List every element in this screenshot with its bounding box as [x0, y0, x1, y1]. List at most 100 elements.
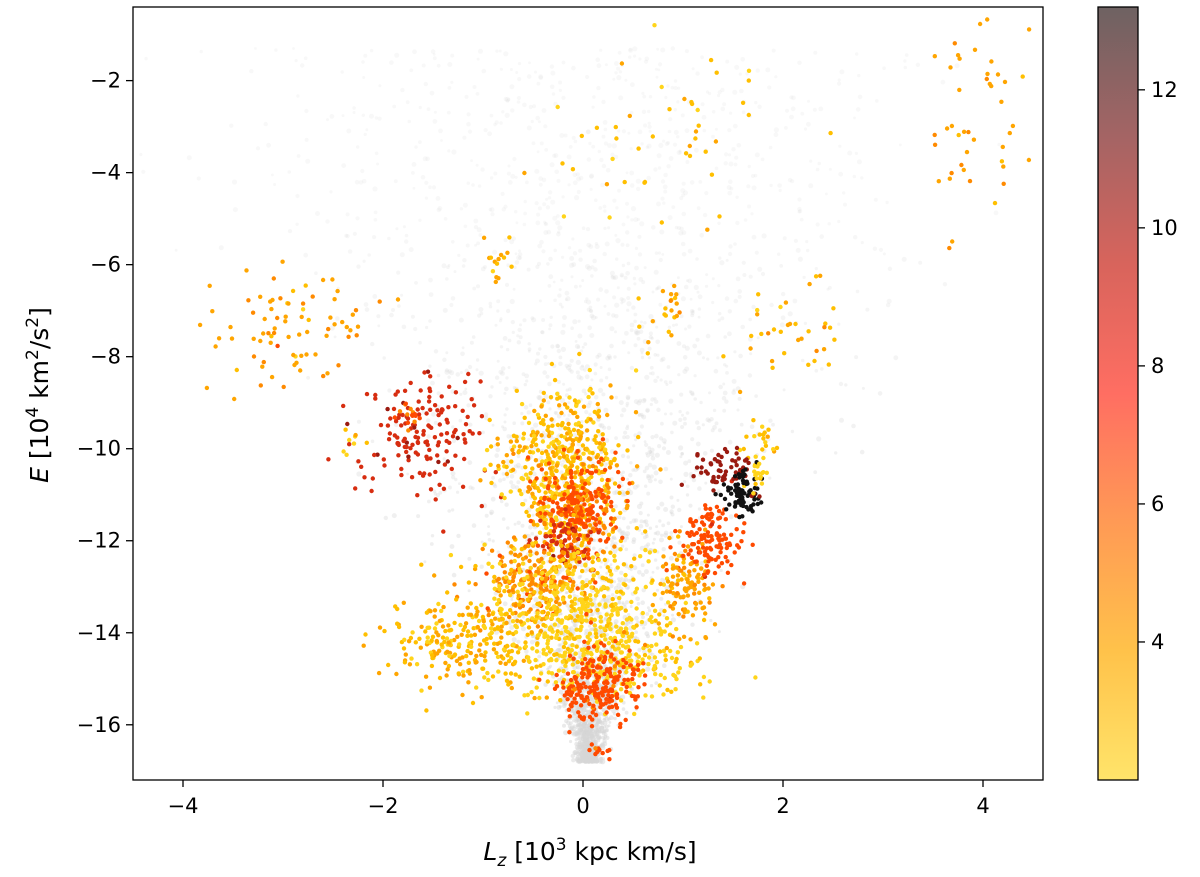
scatter-point — [560, 423, 564, 427]
background-point — [634, 313, 638, 317]
background-point — [232, 179, 237, 184]
scatter-point — [556, 105, 560, 109]
scatter-point — [490, 565, 494, 569]
background-point — [484, 128, 488, 132]
scatter-point — [572, 534, 576, 538]
background-point — [325, 219, 329, 223]
scatter-point — [661, 289, 665, 293]
scatter-point — [426, 423, 430, 427]
scatter-point — [480, 504, 484, 508]
background-point — [585, 374, 590, 379]
background-point — [646, 474, 650, 478]
scatter-point — [615, 463, 619, 467]
background-point — [442, 358, 446, 362]
background-point — [377, 324, 380, 327]
background-point — [630, 323, 635, 328]
background-point — [639, 221, 644, 226]
scatter-point — [589, 537, 593, 541]
background-point — [742, 273, 746, 277]
background-point — [518, 62, 521, 65]
background-point — [818, 107, 823, 112]
scatter-point — [631, 577, 635, 581]
scatter-point — [485, 448, 489, 452]
background-point — [359, 180, 364, 185]
scatter-point — [428, 389, 432, 393]
background-point — [613, 549, 617, 553]
background-point — [437, 391, 441, 395]
background-point — [677, 541, 681, 545]
scatter-point — [590, 567, 594, 571]
background-point — [459, 393, 462, 396]
background-point — [614, 71, 617, 74]
background-point — [537, 82, 541, 86]
scatter-point — [530, 504, 534, 508]
background-point — [495, 376, 499, 380]
background-point — [662, 547, 666, 551]
background-point — [552, 92, 555, 95]
scatter-point — [755, 312, 759, 316]
scatter-point — [566, 422, 570, 426]
background-point — [955, 63, 960, 68]
scatter-point — [501, 460, 505, 464]
background-point — [576, 724, 579, 727]
background-point — [754, 101, 757, 104]
background-point — [634, 266, 639, 271]
scatter-point — [618, 511, 622, 515]
background-point — [634, 343, 638, 347]
background-point — [515, 71, 518, 74]
scatter-point — [461, 409, 465, 413]
scatter-point — [346, 335, 350, 339]
background-point — [642, 626, 645, 629]
background-point — [643, 398, 647, 402]
background-point — [490, 512, 493, 515]
background-point — [500, 371, 505, 376]
scatter-point — [569, 469, 573, 473]
scatter-point — [252, 337, 256, 341]
background-point — [445, 351, 448, 354]
scatter-point — [717, 214, 721, 218]
background-point — [403, 225, 406, 228]
scatter-point — [444, 449, 448, 453]
background-point — [561, 347, 566, 352]
background-point — [797, 61, 801, 65]
background-point — [477, 58, 480, 61]
scatter-point — [404, 402, 408, 406]
background-point — [502, 477, 506, 481]
background-point — [378, 84, 381, 87]
scatter-point — [593, 623, 597, 627]
scatter-point — [606, 495, 610, 499]
background-point — [433, 56, 437, 60]
scatter-point — [400, 413, 404, 417]
scatter-point — [382, 457, 386, 461]
background-point — [652, 571, 655, 574]
background-point — [314, 271, 318, 275]
background-point — [887, 299, 892, 304]
background-point — [701, 102, 705, 106]
scatter-point — [693, 136, 697, 140]
scatter-point — [409, 381, 413, 385]
background-point — [844, 383, 847, 386]
scatter-point — [512, 434, 516, 438]
background-point — [683, 461, 688, 466]
background-point — [696, 442, 701, 447]
scatter-point — [528, 471, 532, 475]
background-point — [679, 150, 682, 153]
background-point — [728, 179, 733, 184]
background-point — [585, 724, 590, 729]
scatter-point — [545, 616, 549, 620]
background-point — [737, 143, 742, 148]
scatter-point — [509, 265, 513, 269]
scatter-point — [588, 368, 592, 372]
background-point — [559, 690, 564, 695]
background-point — [677, 276, 680, 279]
background-point — [139, 153, 142, 156]
background-point — [476, 92, 480, 96]
scatter-point — [549, 548, 553, 552]
scatter-point — [429, 487, 433, 491]
background-point — [433, 119, 438, 124]
background-point — [658, 143, 663, 148]
scatter-point — [416, 452, 420, 456]
background-point — [573, 623, 577, 627]
background-point — [690, 180, 695, 185]
background-point — [888, 267, 892, 271]
